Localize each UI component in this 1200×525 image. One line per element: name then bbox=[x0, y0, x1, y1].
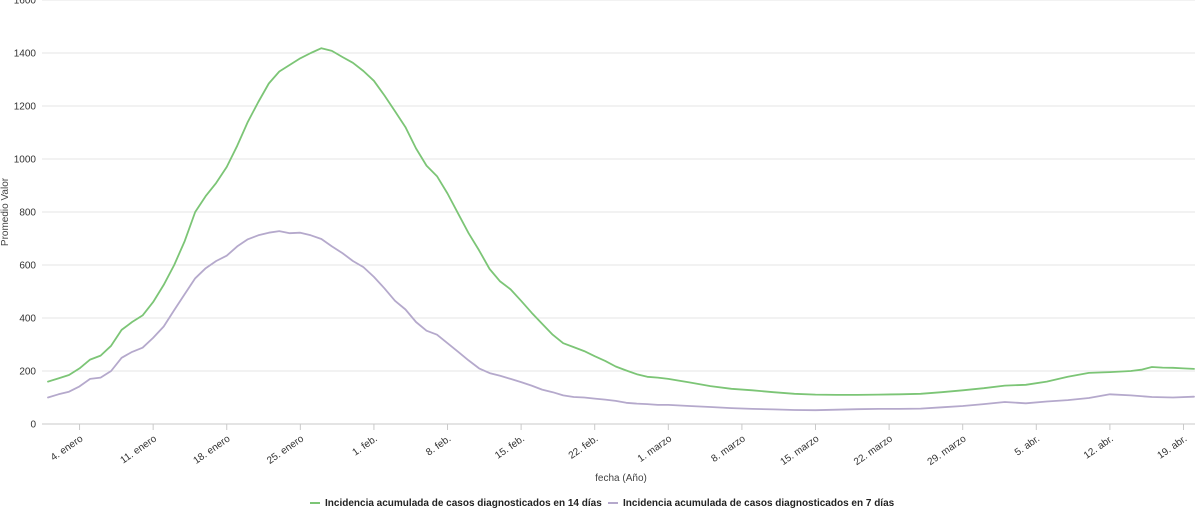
x-tick-label: 1. feb. bbox=[351, 433, 380, 458]
y-tick-label: 800 bbox=[19, 208, 36, 219]
x-tick-label: 8. marzo bbox=[709, 433, 748, 465]
grid-lines bbox=[42, 0, 1195, 425]
x-tick-label: 12. abr. bbox=[1082, 433, 1116, 461]
y-tick-label: 1600 bbox=[14, 0, 37, 7]
y-tick-label: 0 bbox=[30, 420, 36, 431]
x-tick-label: 8. feb. bbox=[424, 433, 453, 458]
x-axis: 4. enero 11. enero 18. enero 25. enero 1. fe… bbox=[49, 424, 1189, 468]
x-tick-label: 15. marzo bbox=[778, 433, 821, 468]
x-tick-label: 15. feb. bbox=[493, 433, 527, 461]
x-tick-label: 18. enero bbox=[192, 433, 233, 466]
x-tick-label: 19. abr. bbox=[1156, 433, 1190, 461]
y-axis-title: Promedio Valor bbox=[0, 177, 11, 246]
legend-item-label: Incidencia acumulada de casos diagnostic… bbox=[623, 498, 895, 509]
series-lines bbox=[47, 47, 1195, 412]
x-tick-label: 25. enero bbox=[265, 433, 306, 466]
y-tick-label: 1000 bbox=[14, 155, 37, 166]
x-tick-label: 1. marzo bbox=[636, 433, 675, 465]
y-axis: 0 200 400 600 800 1000 1200 1400 1600 bbox=[14, 0, 37, 431]
x-tick-label: 11. enero bbox=[119, 433, 160, 466]
series-line-7-days bbox=[47, 230, 1195, 412]
y-tick-label: 1200 bbox=[14, 102, 37, 113]
x-axis-title: fecha (Año) bbox=[595, 473, 647, 484]
x-tick-label: 22. marzo bbox=[852, 433, 895, 468]
x-tick-label: 4. enero bbox=[49, 433, 86, 463]
x-tick-label: 5. abr. bbox=[1013, 433, 1042, 458]
y-tick-label: 1400 bbox=[14, 49, 37, 60]
y-tick-label: 400 bbox=[19, 314, 36, 325]
x-tick-label: 29. marzo bbox=[926, 433, 969, 468]
y-tick-label: 200 bbox=[19, 367, 36, 378]
series-line-14-days bbox=[47, 47, 1195, 396]
legend-item-label: Incidencia acumulada de casos diagnostic… bbox=[325, 498, 602, 509]
y-tick-label: 600 bbox=[19, 261, 36, 272]
legend: Incidencia acumulada de casos diagnostic… bbox=[310, 498, 895, 509]
x-tick-label: 22. feb. bbox=[567, 433, 601, 461]
